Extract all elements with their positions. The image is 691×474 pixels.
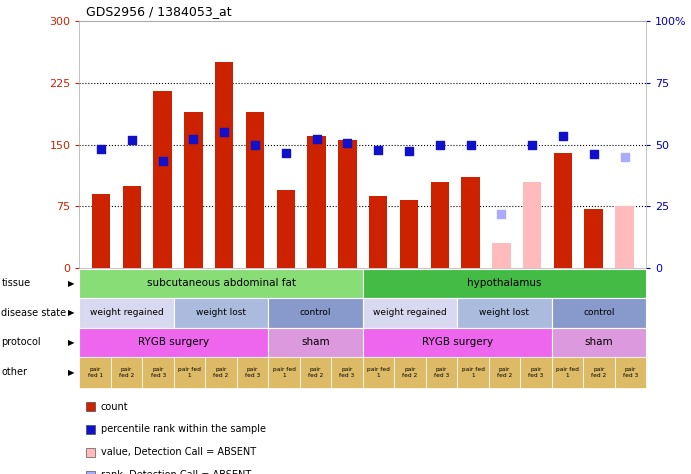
Text: sham: sham (585, 337, 613, 347)
Text: pair fed
1: pair fed 1 (273, 367, 296, 378)
Bar (615, 206, 634, 268)
Text: control: control (583, 309, 614, 317)
Text: rank, Detection Call = ABSENT: rank, Detection Call = ABSENT (101, 470, 251, 474)
Text: percentile rank within the sample: percentile rank within the sample (101, 425, 266, 435)
Point (342, 139, 353, 147)
Bar (430, 182, 449, 268)
Bar (585, 209, 603, 268)
Bar (399, 201, 418, 268)
Point (311, 135, 322, 143)
Point (558, 133, 569, 140)
Text: control: control (300, 309, 331, 317)
Text: pair
fed 2: pair fed 2 (308, 367, 323, 378)
Bar (523, 182, 541, 268)
Point (619, 153, 630, 161)
Point (588, 151, 599, 158)
Bar (246, 112, 264, 268)
Bar (462, 177, 480, 268)
Bar (492, 243, 511, 268)
Text: protocol: protocol (1, 337, 41, 347)
Text: pair fed
1: pair fed 1 (462, 367, 484, 378)
Text: sham: sham (301, 337, 330, 347)
Point (527, 141, 538, 148)
Point (249, 141, 261, 148)
Text: pair
fed 2: pair fed 2 (497, 367, 512, 378)
Point (434, 141, 445, 148)
Point (404, 147, 415, 155)
Text: ▶: ▶ (68, 279, 75, 288)
Bar (184, 112, 202, 268)
Text: pair
fed 2: pair fed 2 (591, 367, 607, 378)
Text: ▶: ▶ (68, 368, 75, 377)
Bar (276, 190, 295, 268)
Point (465, 141, 476, 148)
Text: pair
fed 2: pair fed 2 (214, 367, 229, 378)
Bar (553, 153, 572, 268)
Text: pair
fed 1: pair fed 1 (88, 367, 103, 378)
Text: RYGB surgery: RYGB surgery (138, 337, 209, 347)
Text: pair fed
1: pair fed 1 (367, 367, 390, 378)
Text: ▶: ▶ (68, 309, 75, 317)
Point (281, 149, 292, 156)
Bar (307, 137, 326, 268)
Text: pair
fed 3: pair fed 3 (151, 367, 166, 378)
Text: pair fed
1: pair fed 1 (556, 367, 579, 378)
Point (372, 146, 384, 154)
Text: other: other (1, 367, 28, 377)
Text: pair
fed 3: pair fed 3 (434, 367, 449, 378)
Point (157, 157, 168, 165)
Text: weight regained: weight regained (373, 309, 447, 317)
Text: GDS2956 / 1384053_at: GDS2956 / 1384053_at (86, 5, 232, 18)
Point (496, 210, 507, 218)
Text: pair
fed 3: pair fed 3 (245, 367, 261, 378)
Text: weight lost: weight lost (196, 309, 246, 317)
Text: pair
fed 3: pair fed 3 (623, 367, 638, 378)
Bar (153, 91, 172, 268)
Text: disease state: disease state (1, 308, 66, 318)
Text: value, Detection Call = ABSENT: value, Detection Call = ABSENT (101, 447, 256, 457)
Text: weight regained: weight regained (90, 309, 164, 317)
Text: pair
fed 3: pair fed 3 (339, 367, 354, 378)
Bar (369, 195, 388, 268)
Point (95, 145, 106, 153)
Bar (338, 140, 357, 268)
Text: subcutaneous abdominal fat: subcutaneous abdominal fat (146, 278, 296, 289)
Text: pair
fed 2: pair fed 2 (402, 367, 417, 378)
Point (188, 135, 199, 143)
Text: hypothalamus: hypothalamus (467, 278, 542, 289)
Bar (215, 63, 234, 268)
Text: ▶: ▶ (68, 338, 75, 346)
Text: weight lost: weight lost (480, 309, 529, 317)
Point (218, 128, 229, 136)
Bar (92, 194, 111, 268)
Point (126, 137, 138, 144)
Text: RYGB surgery: RYGB surgery (422, 337, 493, 347)
Text: pair fed
1: pair fed 1 (178, 367, 201, 378)
Text: tissue: tissue (1, 278, 30, 289)
Text: pair
fed 2: pair fed 2 (119, 367, 134, 378)
Text: count: count (101, 402, 129, 412)
Bar (122, 186, 141, 268)
Text: pair
fed 3: pair fed 3 (529, 367, 544, 378)
